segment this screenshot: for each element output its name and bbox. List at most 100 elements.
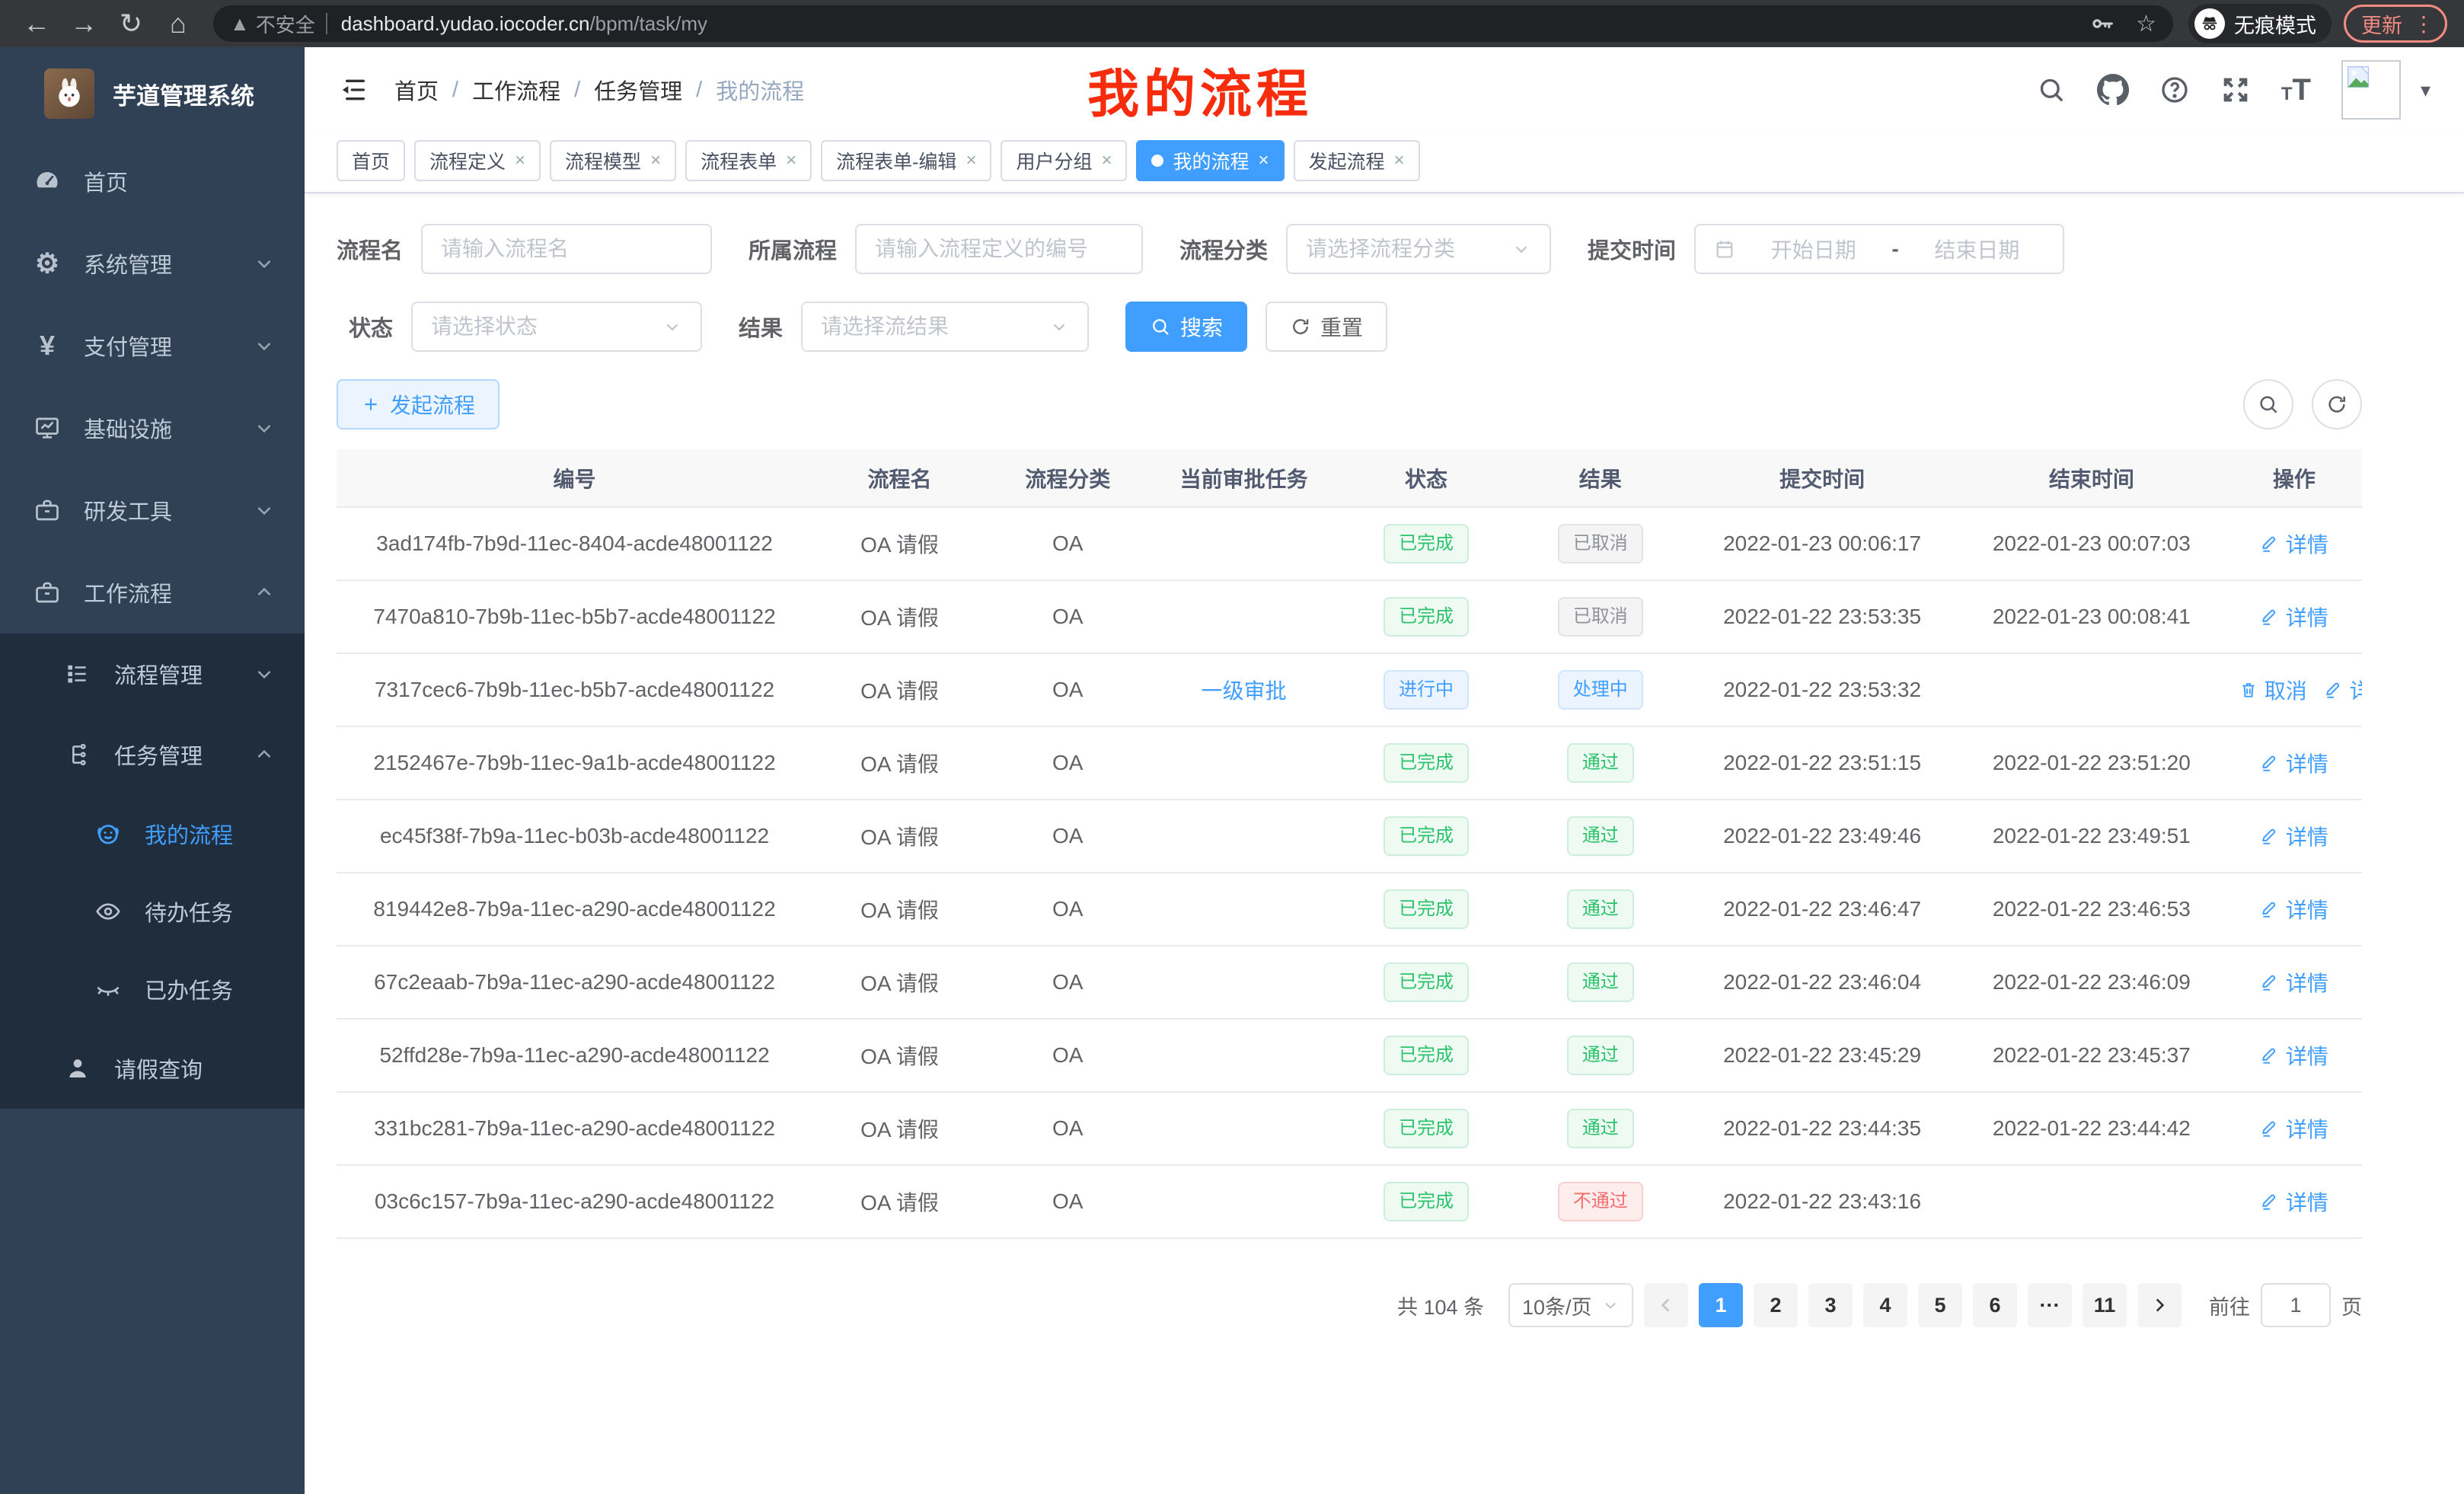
page-button-6[interactable]: 6 [1973, 1283, 2017, 1327]
tab-process-model[interactable]: 流程模型 × [550, 140, 677, 181]
help-icon[interactable] [2159, 75, 2190, 105]
next-page-button[interactable] [2137, 1283, 2182, 1327]
refresh-button[interactable] [2312, 379, 2362, 429]
goto-page-input[interactable] [2261, 1283, 2331, 1327]
home-icon[interactable]: ⌂ [170, 8, 187, 39]
breadcrumb-home[interactable]: 首页 [394, 80, 439, 104]
filter-label-process: 所属流程 [748, 239, 838, 263]
page-button-5[interactable]: 5 [1918, 1283, 1962, 1327]
close-icon[interactable]: × [786, 150, 797, 171]
prev-page-button[interactable] [1644, 1283, 1688, 1327]
close-icon[interactable]: × [1101, 150, 1112, 171]
detail-link[interactable]: 详情 [2260, 894, 2328, 924]
detail-link[interactable]: 详情 [2260, 1040, 2328, 1071]
update-button[interactable]: 更新 ⋮ [2344, 5, 2447, 43]
update-label[interactable]: 更新 [2361, 14, 2402, 37]
result-select[interactable] [801, 302, 1090, 352]
caret-down-icon[interactable]: ▾ [2420, 78, 2430, 101]
page-button-4[interactable]: 4 [1863, 1283, 1907, 1327]
close-icon[interactable]: × [650, 150, 662, 171]
security-label[interactable]: 不安全 [255, 13, 315, 37]
breadcrumb-workflow[interactable]: 工作流程 [472, 80, 561, 104]
process-name-input[interactable] [441, 237, 693, 261]
font-size-icon[interactable]: TT [2280, 72, 2311, 107]
breadcrumb-task-mgmt[interactable]: 任务管理 [594, 80, 683, 104]
page-ellipsis[interactable]: ··· [2028, 1283, 2072, 1327]
page-size-select[interactable]: 10条/页 [1508, 1283, 1633, 1327]
current-task-link[interactable]: 一级审批 [1148, 653, 1339, 727]
result-badge: 已取消 [1557, 597, 1643, 637]
top-navbar: 首页 / 工作流程 / 任务管理 / 我的流程 我的流程 TT ▾ [305, 47, 2464, 132]
sidebar-item-process-mgmt[interactable]: 流程管理 [0, 634, 305, 714]
status-select[interactable] [411, 302, 703, 352]
tab-user-group[interactable]: 用户分组 × [1001, 140, 1128, 181]
detail-link[interactable]: 详情 [2324, 675, 2362, 705]
app-logo[interactable]: 芋道管理系统 [0, 47, 305, 140]
show-search-button[interactable] [2243, 379, 2293, 429]
page-button-3[interactable]: 3 [1808, 1283, 1853, 1327]
close-icon[interactable]: × [1258, 150, 1269, 171]
tab-process-form-edit[interactable]: 流程表单-编辑 × [821, 140, 992, 181]
sidebar-item-workflow[interactable]: 工作流程 [0, 551, 305, 634]
detail-link[interactable]: 详情 [2260, 1186, 2328, 1217]
sidebar-item-done-tasks[interactable]: 已办任务 [0, 950, 305, 1028]
start-process-button[interactable]: 发起流程 [337, 379, 500, 429]
bookmark-star-icon[interactable]: ☆ [2136, 11, 2156, 37]
sidebar-item-todo-tasks[interactable]: 待办任务 [0, 873, 305, 950]
tab-home[interactable]: 首页 [337, 140, 406, 181]
start-date-placeholder[interactable]: 开始日期 [1770, 238, 1856, 262]
sidebar-item-payment-mgmt[interactable]: ¥ 支付管理 [0, 305, 305, 387]
tab-process-form[interactable]: 流程表单 × [685, 140, 812, 181]
detail-link[interactable]: 详情 [2260, 748, 2328, 778]
sidebar-item-home[interactable]: 首页 [0, 140, 305, 222]
search-icon[interactable] [2036, 75, 2067, 105]
fold-sidebar-icon[interactable] [338, 75, 369, 105]
sidebar-item-system-mgmt[interactable]: ⚙ 系统管理 [0, 222, 305, 305]
chevron-down-icon [253, 334, 276, 357]
close-icon[interactable]: × [965, 150, 977, 171]
forward-icon[interactable]: → [70, 8, 97, 39]
detail-link[interactable]: 详情 [2260, 821, 2328, 851]
close-icon[interactable]: × [1393, 150, 1405, 171]
tab-my-process[interactable]: 我的流程 × [1136, 140, 1285, 181]
table-row: 331bc281-7b9a-11ec-a290-acde48001122 OA 请… [337, 1092, 2362, 1166]
process-key-input[interactable] [875, 237, 1124, 261]
avatar[interactable] [2341, 60, 2401, 120]
category-select[interactable] [1286, 224, 1552, 274]
tab-start-process[interactable]: 发起流程 × [1293, 140, 1420, 181]
search-button[interactable]: 搜索 [1125, 302, 1248, 352]
end-date-placeholder[interactable]: 结束日期 [1934, 238, 2020, 262]
page-button-2[interactable]: 2 [1754, 1283, 1798, 1327]
status-badge: 已完成 [1384, 816, 1470, 856]
page-button-11[interactable]: 11 [2083, 1283, 2127, 1327]
sidebar-menu: 首页 ⚙ 系统管理 ¥ 支付管理 基础设施 研发工具 [0, 140, 305, 1109]
reload-icon[interactable]: ↻ [119, 8, 143, 39]
date-range-picker[interactable]: 开始日期 - 结束日期 [1694, 224, 2065, 274]
eye-open-icon [93, 898, 123, 925]
sidebar-item-leave-query[interactable]: 请假查询 [0, 1028, 305, 1109]
fullscreen-icon[interactable] [2220, 75, 2251, 105]
reset-button[interactable]: 重置 [1266, 302, 1388, 352]
status-badge: 已完成 [1384, 597, 1470, 637]
back-icon[interactable]: ← [23, 8, 50, 39]
tab-process-definition[interactable]: 流程定义 × [414, 140, 541, 181]
detail-link[interactable]: 详情 [2260, 967, 2328, 998]
github-icon[interactable] [2096, 74, 2129, 106]
table-row: 67c2eaab-7b9a-11ec-a290-acde48001122 OA 请… [337, 946, 2362, 1020]
cancel-link[interactable]: 取消 [2239, 675, 2307, 705]
annotation-overlay: 我的流程 [1087, 65, 1313, 123]
detail-link[interactable]: 详情 [2260, 528, 2328, 559]
menu-kebab-icon[interactable]: ⋮ [2413, 11, 2434, 36]
address-bar[interactable]: ▲ 不安全 dashboard.yudao.iocoder.cn/bpm/tas… [213, 5, 2173, 42]
sidebar-item-infrastructure[interactable]: 基础设施 [0, 387, 305, 469]
goto-prefix: 前往 [2209, 1295, 2250, 1319]
url-path: /bpm/task/my [589, 11, 708, 35]
detail-link[interactable]: 详情 [2260, 602, 2328, 632]
sidebar-item-my-process[interactable]: 我的流程 [0, 795, 305, 873]
detail-link[interactable]: 详情 [2260, 1113, 2328, 1144]
page-button-1[interactable]: 1 [1699, 1283, 1743, 1327]
close-icon[interactable]: × [515, 150, 526, 171]
sidebar-item-dev-tools[interactable]: 研发工具 [0, 469, 305, 551]
key-icon[interactable] [2090, 11, 2116, 37]
sidebar-item-task-mgmt[interactable]: 任务管理 [0, 714, 305, 795]
